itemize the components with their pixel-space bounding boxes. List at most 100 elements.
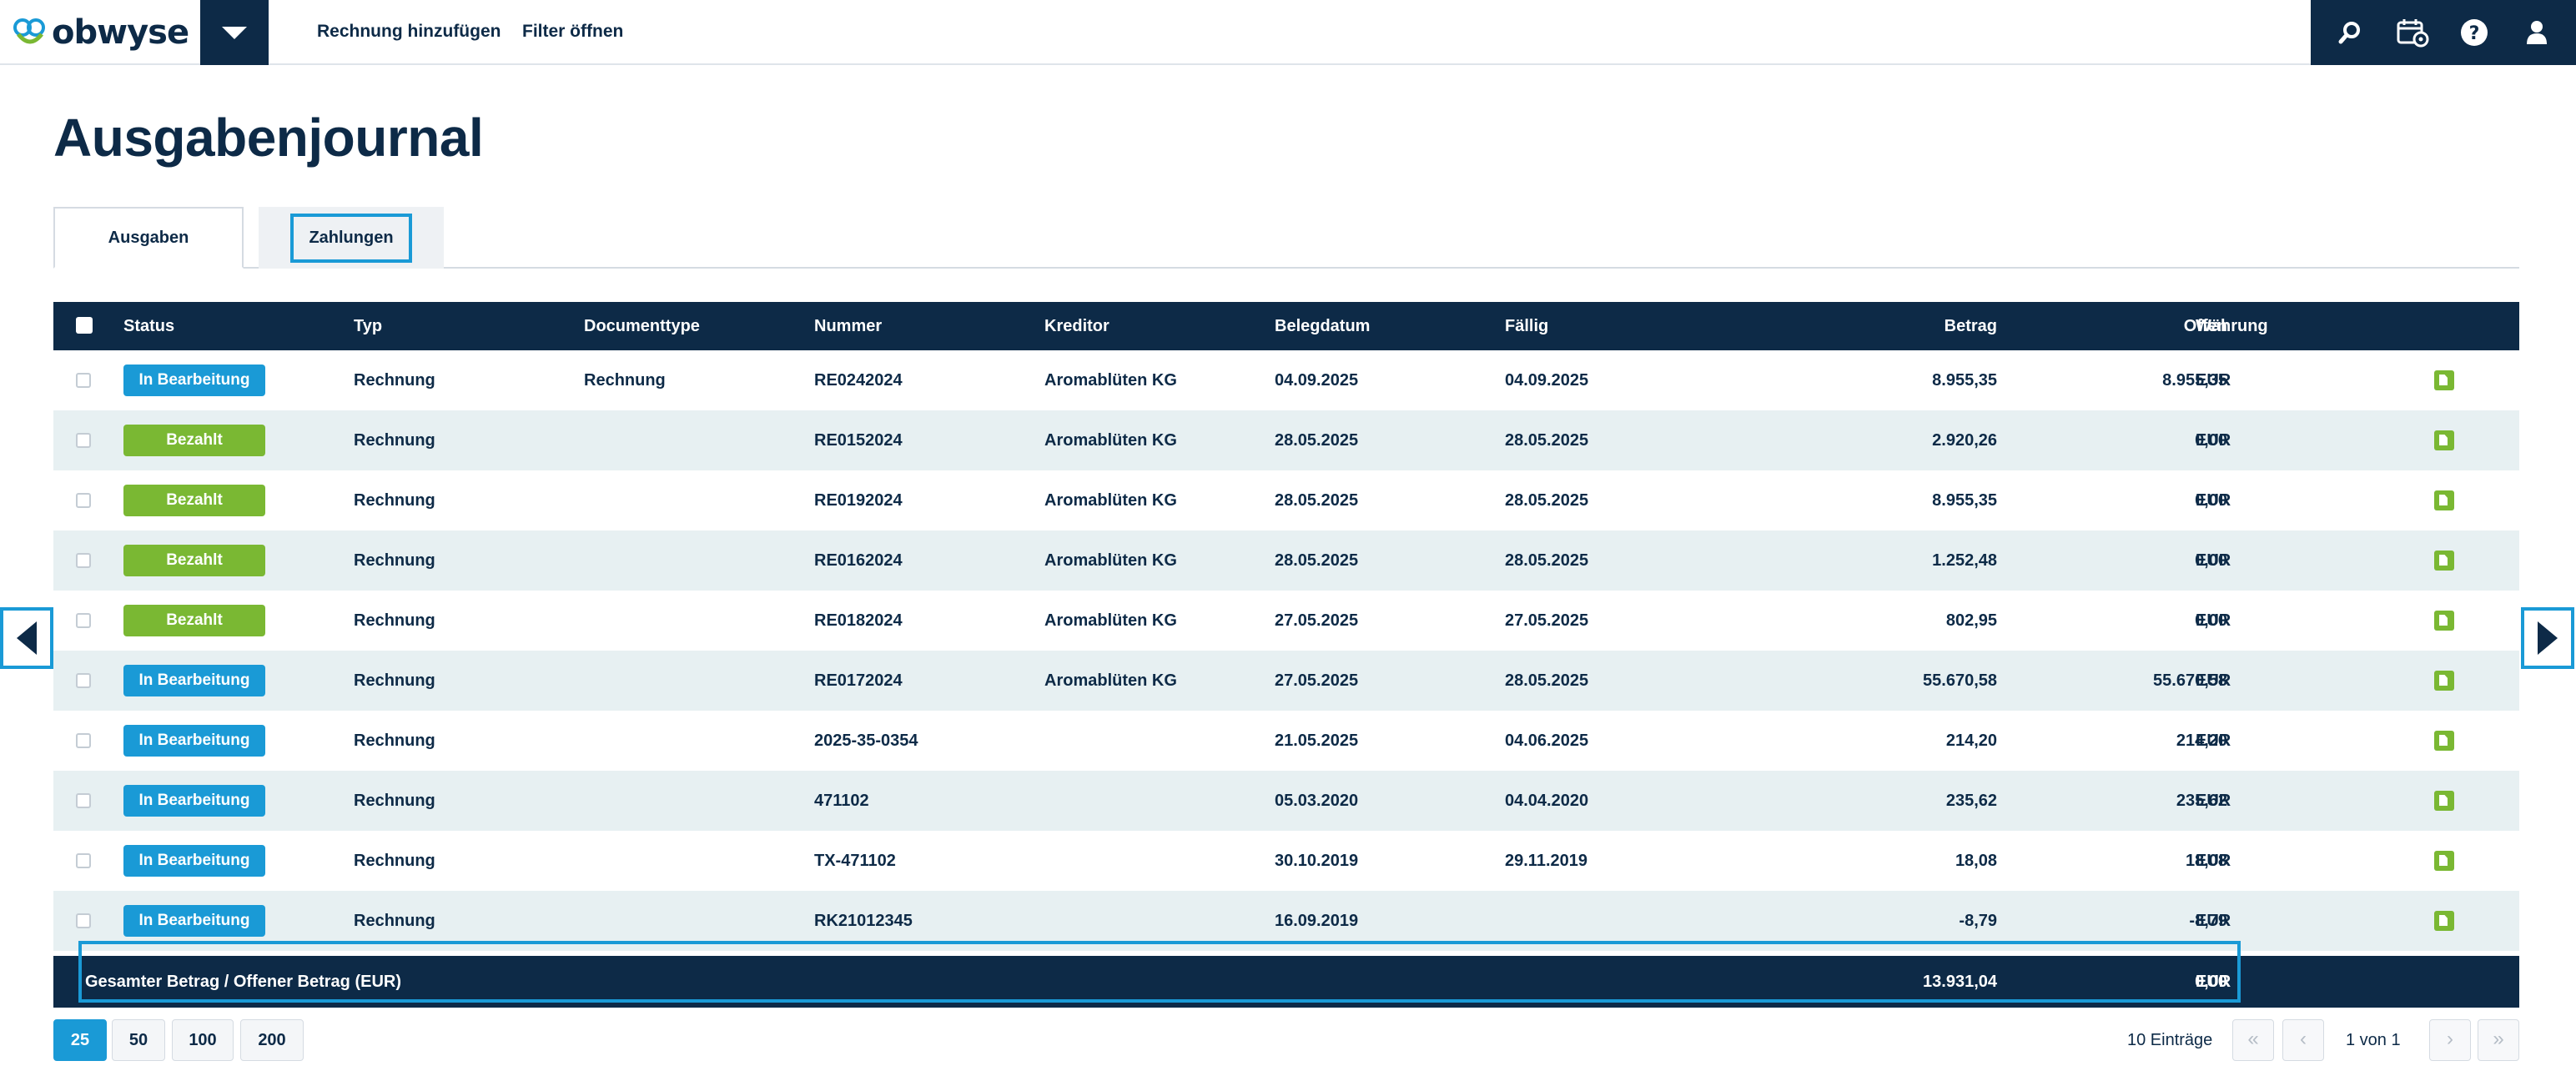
table-row[interactable]: In Bearbeitung Rechnung RK21012345 16.09.20… [53, 891, 2519, 951]
table-row[interactable]: In Bearbeitung Rechnung TX-471102 30.10.201… [53, 831, 2519, 891]
header-belegdatum[interactable]: Belegdatum [1275, 317, 1371, 335]
row-checkbox[interactable] [76, 553, 91, 568]
cell-kreditor: Aromablüten KG [1044, 551, 1177, 570]
table-row[interactable]: In Bearbeitung Rechnung 2025-35-0354 21.05.… [53, 711, 2519, 771]
last-page-button[interactable]: » [2478, 1019, 2519, 1061]
cell-typ: Rechnung [354, 732, 435, 750]
cell-belegdatum: 05.03.2020 [1275, 792, 1359, 810]
header-waehrung[interactable]: Währung [2196, 317, 2268, 335]
cell-belegdatum: 27.05.2025 [1275, 671, 1359, 690]
cell-faellig: 04.06.2025 [1505, 732, 1589, 750]
prev-page-button[interactable]: ‹ [2282, 1019, 2324, 1061]
cell-offen: 0,00 [2195, 491, 2227, 510]
cell-faellig: 28.05.2025 [1505, 431, 1589, 450]
tab-zahlungen[interactable]: Zahlungen [259, 207, 444, 269]
tab-ausgaben[interactable]: Ausgaben [53, 207, 244, 269]
document-icon[interactable] [2434, 490, 2454, 510]
add-invoice-link[interactable]: Rechnung hinzufügen [317, 22, 501, 41]
document-icon[interactable] [2434, 430, 2454, 450]
calendar-settings-icon[interactable] [2392, 12, 2433, 53]
status-badge: In Bearbeitung [123, 725, 265, 757]
row-checkbox[interactable] [76, 493, 91, 508]
cell-waehrung: EUR [2196, 732, 2231, 750]
page-size-50[interactable]: 50 [112, 1019, 165, 1061]
tabs-divider [53, 267, 2519, 269]
header-status[interactable]: Status [123, 317, 175, 335]
next-page-button[interactable]: › [2429, 1019, 2471, 1061]
total-waehrung: EUR [2196, 973, 2231, 991]
status-badge: Bezahlt [123, 485, 265, 516]
document-icon[interactable] [2434, 611, 2454, 631]
cell-offen: 235,62 [2176, 792, 2227, 810]
row-checkbox[interactable] [76, 433, 91, 448]
cell-typ: Rechnung [354, 551, 435, 570]
row-checkbox[interactable] [76, 373, 91, 388]
table-row[interactable]: Bezahlt Rechnung RE0182024 Aromablüten KG 27… [53, 591, 2519, 651]
chevron-down-icon [222, 26, 247, 39]
cell-betrag: 235,62 [1945, 792, 1997, 810]
status-badge: In Bearbeitung [123, 665, 265, 696]
tab-zahlungen-label: Zahlungen [290, 213, 412, 263]
cell-typ: Rechnung [354, 792, 435, 810]
table-row[interactable]: Bezahlt Rechnung RE0162024 Aromablüten KG 28… [53, 530, 2519, 591]
status-badge: Bezahlt [123, 605, 265, 636]
row-checkbox[interactable] [76, 733, 91, 748]
top-navigation-bar: obwyse Rechnung hinzufügen Filter öffnen… [0, 0, 2576, 65]
row-checkbox[interactable] [76, 673, 91, 688]
brand-name: obwyse [52, 13, 189, 52]
menu-dropdown-button[interactable] [200, 0, 269, 65]
obwyse-logo[interactable]: obwyse [12, 10, 189, 55]
scroll-left-button[interactable] [0, 607, 53, 669]
header-kreditor[interactable]: Kreditor [1044, 317, 1109, 335]
cell-kreditor: Aromablüten KG [1044, 431, 1177, 450]
row-checkbox[interactable] [76, 613, 91, 628]
scroll-right-button[interactable] [2521, 607, 2574, 669]
first-page-button[interactable]: « [2232, 1019, 2274, 1061]
row-checkbox[interactable] [76, 913, 91, 928]
header-documenttype[interactable]: Documenttype [584, 317, 700, 335]
table-row[interactable]: Bezahlt Rechnung RE0192024 Aromablüten KG 28… [53, 470, 2519, 530]
cell-faellig: 29.11.2019 [1505, 852, 1587, 870]
page-size-25[interactable]: 25 [53, 1019, 107, 1061]
header-typ[interactable]: Typ [354, 317, 383, 335]
table-row[interactable]: In Bearbeitung Rechnung RE0172024 Aromablüt… [53, 651, 2519, 711]
document-icon[interactable] [2434, 551, 2454, 571]
select-all-checkbox[interactable] [76, 317, 93, 334]
cell-betrag: 802,95 [1945, 611, 1997, 630]
table-footer-total: Gesamter Betrag / Offener Betrag (EUR) 1… [53, 956, 2519, 1008]
cell-faellig: 04.09.2025 [1505, 371, 1589, 390]
caret-right-icon [2538, 621, 2558, 655]
document-icon[interactable] [2434, 791, 2454, 811]
cell-betrag: 18,08 [1955, 852, 1997, 870]
cell-faellig: 04.04.2020 [1505, 792, 1589, 810]
search-icon[interactable] [2329, 12, 2371, 53]
expenses-table: Status Typ Documenttype Nummer Kreditor … [53, 302, 2519, 1008]
open-filter-link[interactable]: Filter öffnen [522, 22, 624, 41]
document-icon[interactable] [2434, 851, 2454, 871]
header-nummer[interactable]: Nummer [814, 317, 883, 335]
table-row[interactable]: Bezahlt Rechnung RE0152024 Aromablüten KG 28… [53, 410, 2519, 470]
document-icon[interactable] [2434, 370, 2454, 390]
document-icon[interactable] [2434, 731, 2454, 751]
row-checkbox[interactable] [76, 853, 91, 868]
header-betrag[interactable]: Betrag [1944, 317, 1997, 335]
cell-nummer: 2025-35-0354 [814, 732, 918, 750]
cell-nummer: 471102 [814, 792, 869, 810]
table-row[interactable]: In Bearbeitung Rechnung Rechnung RE0242024 A… [53, 350, 2519, 410]
cell-typ: Rechnung [354, 371, 435, 390]
document-icon[interactable] [2434, 671, 2454, 691]
header-faellig[interactable]: Fällig [1505, 317, 1549, 335]
page-size-100[interactable]: 100 [172, 1019, 234, 1061]
cell-waehrung: EUR [2196, 792, 2231, 810]
page-size-200[interactable]: 200 [240, 1019, 304, 1061]
cell-belegdatum: 04.09.2025 [1275, 371, 1359, 390]
help-icon[interactable]: ? [2453, 12, 2495, 53]
row-checkbox[interactable] [76, 793, 91, 808]
cell-waehrung: EUR [2196, 371, 2231, 390]
table-row[interactable]: In Bearbeitung Rechnung 471102 05.03.2020 04… [53, 771, 2519, 831]
cell-offen: -8,79 [2189, 912, 2227, 930]
cell-belegdatum: 27.05.2025 [1275, 611, 1359, 630]
header-offen[interactable]: Offen [2183, 317, 2227, 335]
user-icon[interactable] [2516, 12, 2558, 53]
document-icon[interactable] [2434, 911, 2454, 931]
